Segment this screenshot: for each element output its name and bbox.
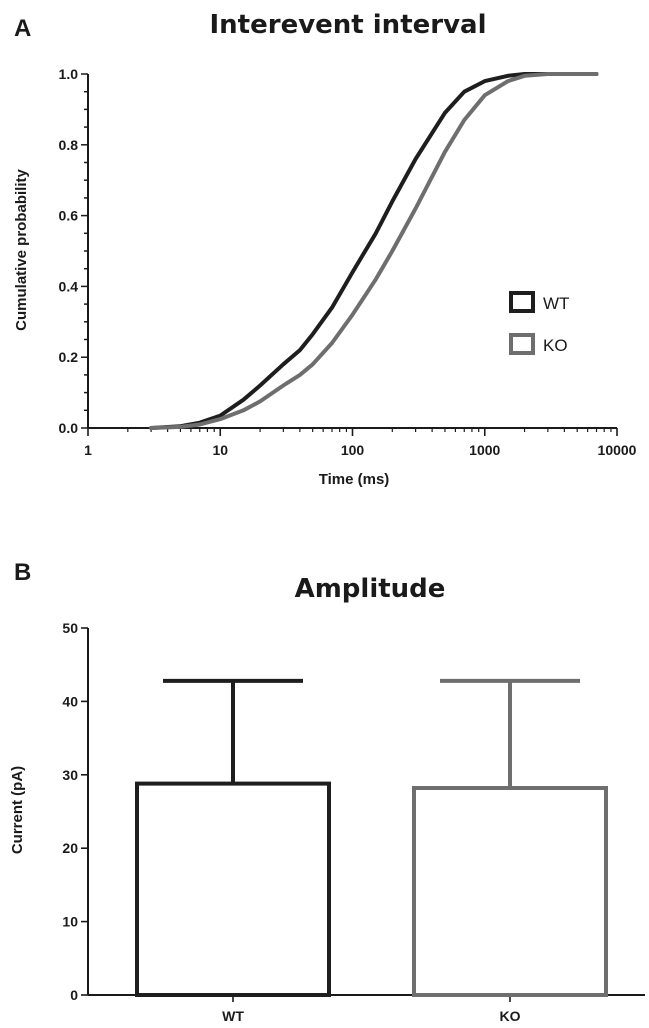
- legend-label-wt: WT: [543, 294, 569, 313]
- series-line-ko: [149, 72, 599, 430]
- panel-b-y-tick-label: 0: [70, 987, 78, 1003]
- legend-label-ko: KO: [543, 336, 568, 355]
- panel-b-y-tick-label: 20: [62, 840, 78, 856]
- panel-b-letter: B: [14, 559, 31, 586]
- panel-b-title: Amplitude: [295, 574, 446, 604]
- panel-b-x-tick-label: WT: [222, 1008, 244, 1024]
- panel-a-x-tick-label: 10: [212, 442, 228, 458]
- panel-a-y-tick-label: 1.0: [59, 66, 79, 82]
- panel-b-y-tick-label: 10: [62, 914, 78, 930]
- panel-a-series: [149, 72, 599, 430]
- panel-a-legend: WT KO: [509, 291, 569, 355]
- legend-swatch-ko: [509, 333, 535, 355]
- panel-a-y-tick-label: 0.8: [59, 137, 79, 153]
- panel-b-y-tick-label: 30: [62, 767, 78, 783]
- series-line-wt: [149, 72, 599, 430]
- panel-a-y-tick-label: 0.4: [59, 278, 79, 294]
- panel-a-x-tick-label: 100: [341, 442, 365, 458]
- panel-b-chart: B Amplitude 0 10 20 30 40 50 WT KO Current (pA): [9, 559, 645, 1024]
- panel-a-title: Interevent interval: [210, 10, 487, 40]
- panel-a-x-tick-label: 10000: [598, 442, 637, 458]
- legend-swatch-wt: [509, 291, 535, 313]
- panel-b-y-axis-label: Current (pA): [9, 766, 26, 854]
- bar-wt: [135, 781, 331, 997]
- panel-a-y-axis-label: Cumulative probability: [13, 169, 30, 331]
- panel-b-y-tick-label: 50: [62, 620, 78, 636]
- panel-a-y-tick-label: 0.2: [59, 349, 79, 365]
- panel-b-y-tick-label: 40: [62, 693, 78, 709]
- panel-a-y-tick-label: 0.6: [59, 208, 79, 224]
- panel-a-x-tick-label: 1: [84, 442, 92, 458]
- panel-a-letter: A: [14, 15, 31, 42]
- panel-a-axes: 0.0 0.2 0.4 0.6 0.8 1.0 1 10 100 1000 10000: [59, 66, 637, 458]
- panel-a-x-axis-label: Time (ms): [319, 471, 390, 488]
- panel-a-x-tick-label: 1000: [469, 442, 500, 458]
- panel-b-x-tick-label: KO: [500, 1008, 521, 1024]
- panel-a-chart: A Interevent interval 0.0 0.2 0.4 0.6 0.8 1.0…: [13, 10, 637, 488]
- panel-b-bars: [135, 678, 608, 998]
- panel-a-y-tick-label: 0.0: [59, 420, 79, 436]
- bar-ko: [412, 786, 608, 998]
